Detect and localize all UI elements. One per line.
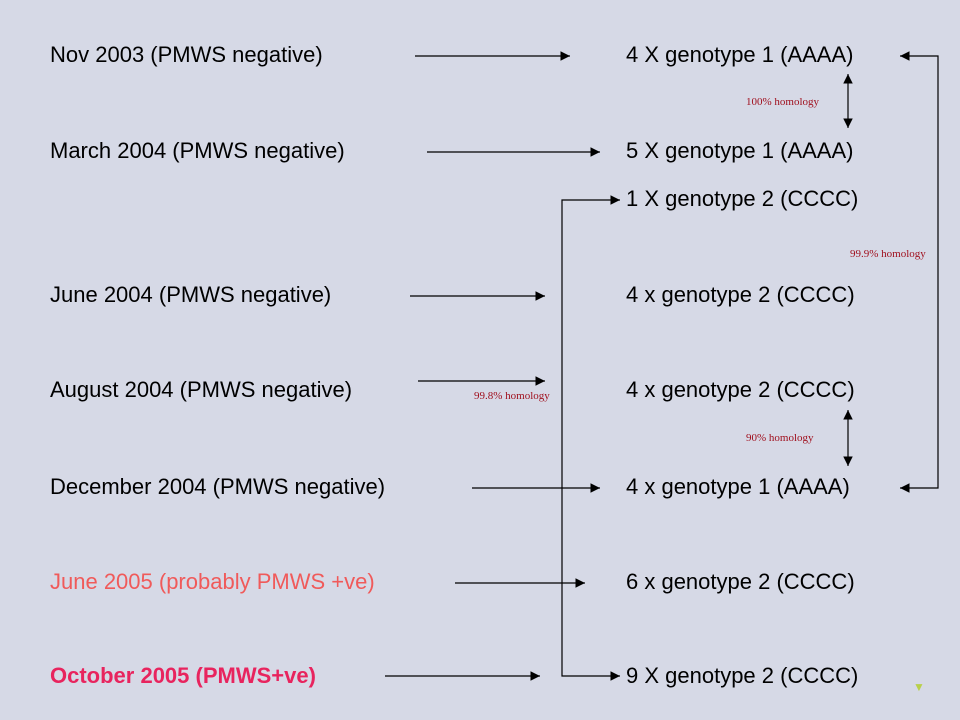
row-label-june-2004: June 2004 (PMWS negative): [50, 282, 332, 307]
result-june-2005: 6 x genotype 2 (CCCC): [626, 569, 855, 594]
row-label-nov-2003: Nov 2003 (PMWS negative): [50, 42, 323, 67]
corner-marker-icon: ▼: [913, 680, 925, 694]
row-label-december-2004: December 2004 (PMWS negative): [50, 474, 386, 499]
result-december-2004: 4 x genotype 1 (AAAA): [626, 474, 850, 499]
homology-label-aug-dec: 90% homology: [746, 432, 814, 444]
genotype2-bracket: [561, 195, 620, 681]
row-label-march-2004: March 2004 (PMWS negative): [50, 138, 345, 163]
homology-label-nov-march: 100% homology: [746, 96, 820, 108]
result-june-2004: 4 x genotype 2 (CCCC): [626, 282, 855, 307]
nov-dec-bracket: [900, 51, 939, 493]
result-march-2004-a: 5 X genotype 1 (AAAA): [626, 138, 854, 163]
result-october-2005: 9 X genotype 2 (CCCC): [626, 663, 859, 688]
result-march-2004-b: 1 X genotype 2 (CCCC): [626, 186, 859, 211]
homology-label-nov-dec: 99.9% homology: [850, 248, 926, 260]
row-label-june-2005: June 2005 (probably PMWS +ve): [50, 569, 375, 594]
row-label-august-2004: August 2004 (PMWS negative): [50, 377, 353, 402]
result-nov-2003: 4 X genotype 1 (AAAA): [626, 42, 854, 67]
row-label-october-2005: October 2005 (PMWS+ve): [50, 663, 316, 688]
result-august-2004: 4 x genotype 2 (CCCC): [626, 377, 855, 402]
homology-label-genotype2: 99.8% homology: [474, 390, 550, 402]
